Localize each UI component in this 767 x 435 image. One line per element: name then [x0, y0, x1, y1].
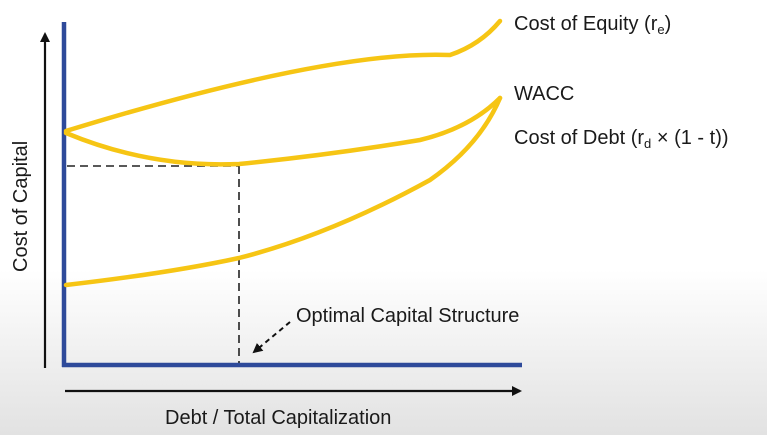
y-axis-title: Cost of Capital — [10, 141, 32, 272]
cost-of-equity-curve — [63, 18, 503, 134]
wacc-label: WACC — [514, 83, 574, 105]
cost-of-equity-label: Cost of Equity (re) — [514, 13, 671, 37]
optimal-pointer-arrow — [252, 321, 291, 354]
cost-of-debt-label: Cost of Debt (rd × (1 - t)) — [514, 127, 729, 151]
wacc-curve — [63, 95, 503, 167]
optimal-capital-structure-label: Optimal Capital Structure — [296, 305, 519, 327]
x-axis-title: Debt / Total Capitalization — [165, 407, 391, 429]
cost-of-debt-curve — [63, 95, 503, 288]
